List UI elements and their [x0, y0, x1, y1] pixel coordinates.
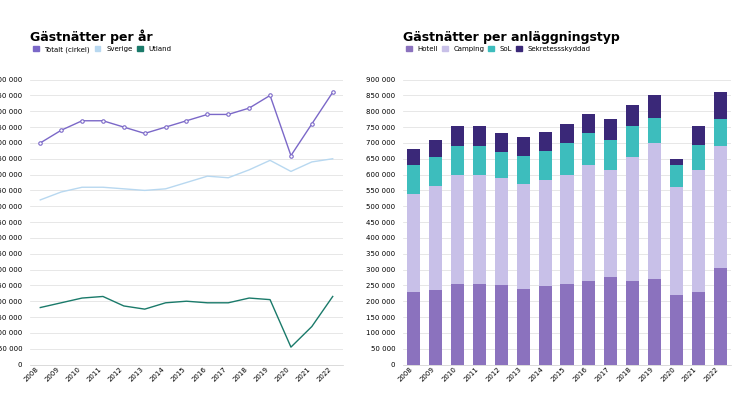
Bar	[495, 285, 508, 365]
Bar	[539, 180, 551, 286]
Bar	[648, 143, 661, 279]
Bar	[692, 292, 705, 365]
Bar	[670, 159, 683, 165]
Legend: Totalt (cirkel), Sverige, Utland: Totalt (cirkel), Sverige, Utland	[34, 46, 172, 52]
Bar	[560, 143, 574, 175]
Bar	[560, 284, 574, 365]
Bar	[604, 170, 617, 277]
Bar	[539, 152, 551, 180]
Bar	[604, 140, 617, 170]
Bar	[692, 145, 705, 170]
Text: Gästnätter per anläggningstyp: Gästnätter per anläggningstyp	[403, 31, 620, 44]
Bar	[429, 186, 442, 290]
Bar	[604, 277, 617, 365]
Bar	[495, 153, 508, 178]
Bar	[604, 119, 617, 140]
Bar	[407, 149, 420, 165]
Bar	[451, 146, 464, 175]
Bar	[583, 133, 595, 165]
Bar	[648, 118, 661, 143]
Bar	[583, 165, 595, 281]
Bar	[714, 146, 727, 268]
Bar	[670, 295, 683, 365]
Bar	[517, 184, 530, 289]
Bar	[451, 126, 464, 146]
Bar	[451, 175, 464, 284]
Bar	[429, 140, 442, 157]
Bar	[495, 133, 508, 153]
Bar	[473, 126, 486, 146]
Bar	[626, 281, 639, 365]
Bar	[583, 281, 595, 365]
Bar	[451, 284, 464, 365]
Bar	[692, 170, 705, 292]
Bar	[539, 286, 551, 365]
Bar	[473, 175, 486, 284]
Bar	[495, 178, 508, 285]
Bar	[407, 194, 420, 292]
Bar	[407, 165, 420, 194]
Text: Gästnätter per år: Gästnätter per år	[30, 29, 152, 44]
Bar	[473, 284, 486, 365]
Bar	[714, 92, 727, 119]
Bar	[648, 279, 661, 365]
Bar	[583, 114, 595, 133]
Bar	[670, 187, 683, 295]
Bar	[560, 175, 574, 284]
Bar	[714, 119, 727, 146]
Bar	[429, 290, 442, 365]
Bar	[560, 124, 574, 143]
Bar	[517, 155, 530, 184]
Bar	[517, 137, 530, 155]
Bar	[626, 126, 639, 157]
Bar	[692, 126, 705, 145]
Bar	[407, 292, 420, 365]
Bar	[429, 157, 442, 186]
Bar	[473, 146, 486, 175]
Legend: Hotell, Camping, SoL, Sekretessskyddad: Hotell, Camping, SoL, Sekretessskyddad	[407, 46, 590, 52]
Bar	[648, 96, 661, 118]
Bar	[539, 132, 551, 152]
Bar	[517, 289, 530, 365]
Bar	[714, 268, 727, 365]
Bar	[670, 165, 683, 187]
Bar	[626, 157, 639, 281]
Bar	[626, 105, 639, 126]
